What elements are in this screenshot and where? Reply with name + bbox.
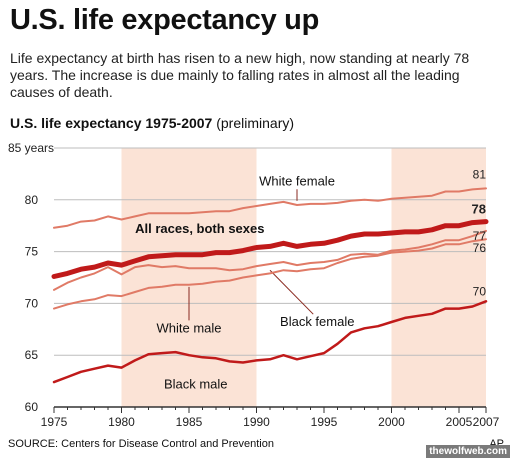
chart-subtitle: (preliminary)	[216, 115, 295, 131]
end-label-1: 78	[472, 202, 486, 217]
annotation-label-2: White male	[156, 320, 221, 335]
series-line-black-male	[52, 300, 488, 384]
series-line-white-male	[53, 238, 487, 310]
series-line-white-female	[53, 187, 487, 229]
y-tick-label-75: 75	[25, 245, 39, 259]
x-tick-label-1975: 1975	[41, 415, 68, 429]
annotation-label-0: White female	[259, 173, 335, 188]
x-tick-label-2005: 2005	[446, 415, 473, 429]
annotation-label-1: All races, both sexes	[135, 221, 264, 236]
y-top-label: 85 years	[8, 141, 54, 155]
series-line-all-races-both-sexes	[51, 219, 489, 279]
chart-title-main: U.S. life expectancy 1975-2007	[10, 115, 213, 131]
shaded-band-0	[121, 148, 257, 407]
watermark: thewolfweb.com	[426, 445, 510, 458]
x-tick-label-1995: 1995	[311, 415, 338, 429]
end-label-3: 77	[473, 229, 487, 243]
end-label-4: 70	[473, 284, 487, 298]
x-tick-label-1985: 1985	[176, 415, 203, 429]
x-tick-label-2000: 2000	[378, 415, 405, 429]
end-label-2: 76	[473, 241, 487, 255]
series-line-black-female	[53, 229, 487, 291]
life-expectancy-chart: 60 65 70 75 80 85 years 1975 1980 1985 1990 1995 20…	[8, 141, 500, 429]
y-tick-label-65: 65	[25, 348, 39, 362]
intro-text: Life expectancy at birth has risen to a …	[10, 50, 470, 100]
x-tick-label-2007: 2007	[473, 415, 500, 429]
y-tick-label-80: 80	[25, 193, 39, 207]
shaded-band-1	[391, 148, 486, 407]
x-tick-label-1980: 1980	[108, 415, 135, 429]
headline: U.S. life expectancy up	[10, 4, 319, 36]
source-note: SOURCE: Centers for Disease Control and …	[8, 438, 274, 450]
y-tick-label-60: 60	[25, 400, 39, 414]
chart-title: U.S. life expectancy 1975-2007 (prelimin…	[10, 115, 294, 131]
end-label-0: 81	[473, 167, 487, 181]
annotation-leader-3	[269, 269, 314, 315]
annotation-label-4: Black male	[164, 376, 228, 391]
annotation-label-3: Black female	[280, 314, 354, 329]
y-tick-label-70: 70	[25, 296, 39, 310]
x-tick-label-1990: 1990	[243, 415, 270, 429]
